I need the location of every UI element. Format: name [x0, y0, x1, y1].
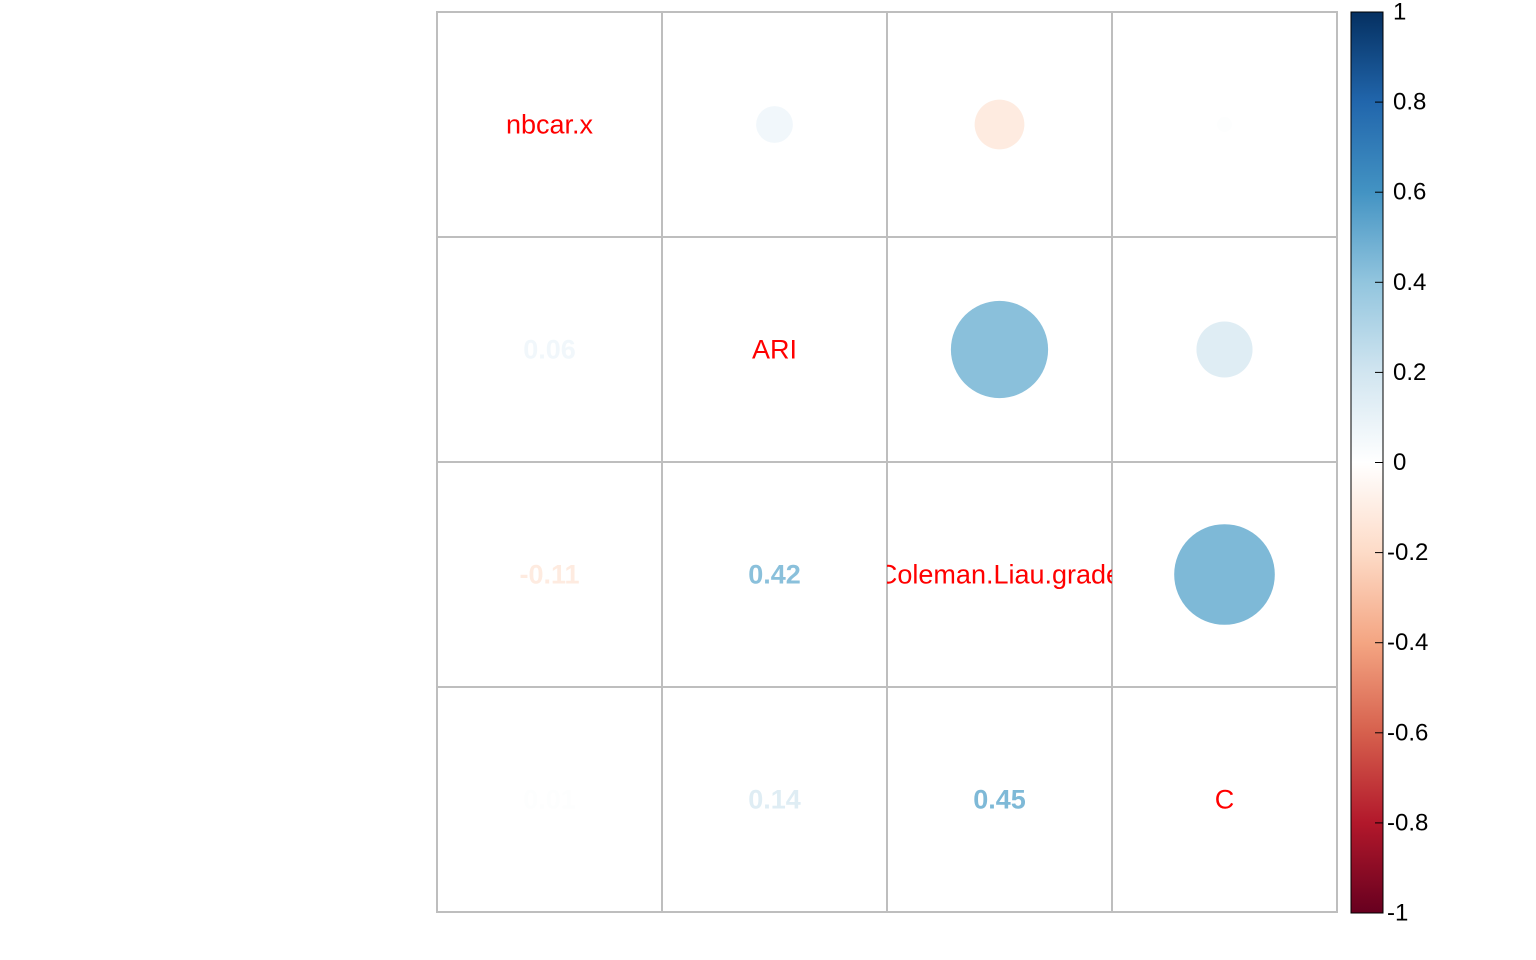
- colorbar-tick-label: 1: [1393, 0, 1406, 26]
- colorbar-tick-label: 0: [1393, 449, 1406, 476]
- colorbar-tick-label: -1: [1387, 900, 1408, 927]
- corr-circle-1-3: [1196, 321, 1253, 378]
- diag-label-nbcar-x: nbcar.x: [506, 110, 594, 140]
- diag-label-ari: ARI: [752, 335, 797, 365]
- corr-circle-1-2: [950, 300, 1049, 399]
- colorbar-tick-label: -0.6: [1387, 719, 1428, 746]
- corr-circle-2-3: [1174, 524, 1275, 625]
- corr-circle-0-2: [974, 99, 1025, 150]
- corr-circle-0-3: [1217, 117, 1232, 132]
- diag-label-coleman-liau-grade: Coleman.Liau.grade: [878, 560, 1121, 590]
- diag-label-c: C: [1215, 785, 1235, 815]
- colorbar-tick-label: 0.4: [1393, 269, 1426, 296]
- colorbar-tick-label: 0.8: [1393, 89, 1426, 116]
- corr-value-3-1: 0.14: [748, 785, 801, 815]
- corr-value-1-0: 0.06: [523, 335, 576, 365]
- grid-cell-3-3: [1111, 686, 1338, 913]
- corr-value-3-2: 0.45: [973, 785, 1026, 815]
- grid-layer: [436, 11, 1338, 913]
- colorbar-tick-label: -0.4: [1387, 629, 1428, 656]
- corr-value-2-0: -0.11: [519, 560, 579, 590]
- corr-value-2-1: 0.42: [748, 560, 801, 590]
- colorbar-tick-label: 0.6: [1393, 179, 1426, 206]
- color-legend: 1 0.8 0.6 0.4 0.2 0 -0.2 -0.4 -0.6 -0.8 -1: [1350, 0, 1428, 927]
- colorbar-tick-label: -0.2: [1387, 539, 1428, 566]
- marks-layer: nbcar.x ARI Coleman.Liau.grade C 0.06 -0.11 0.…: [506, 99, 1275, 815]
- corr-value-3-0: 0.01: [523, 785, 576, 815]
- corr-circle-0-1: [756, 106, 793, 143]
- colorbar-tick-label: -0.8: [1387, 809, 1428, 836]
- colorbar-tick-label: 0.2: [1393, 359, 1426, 386]
